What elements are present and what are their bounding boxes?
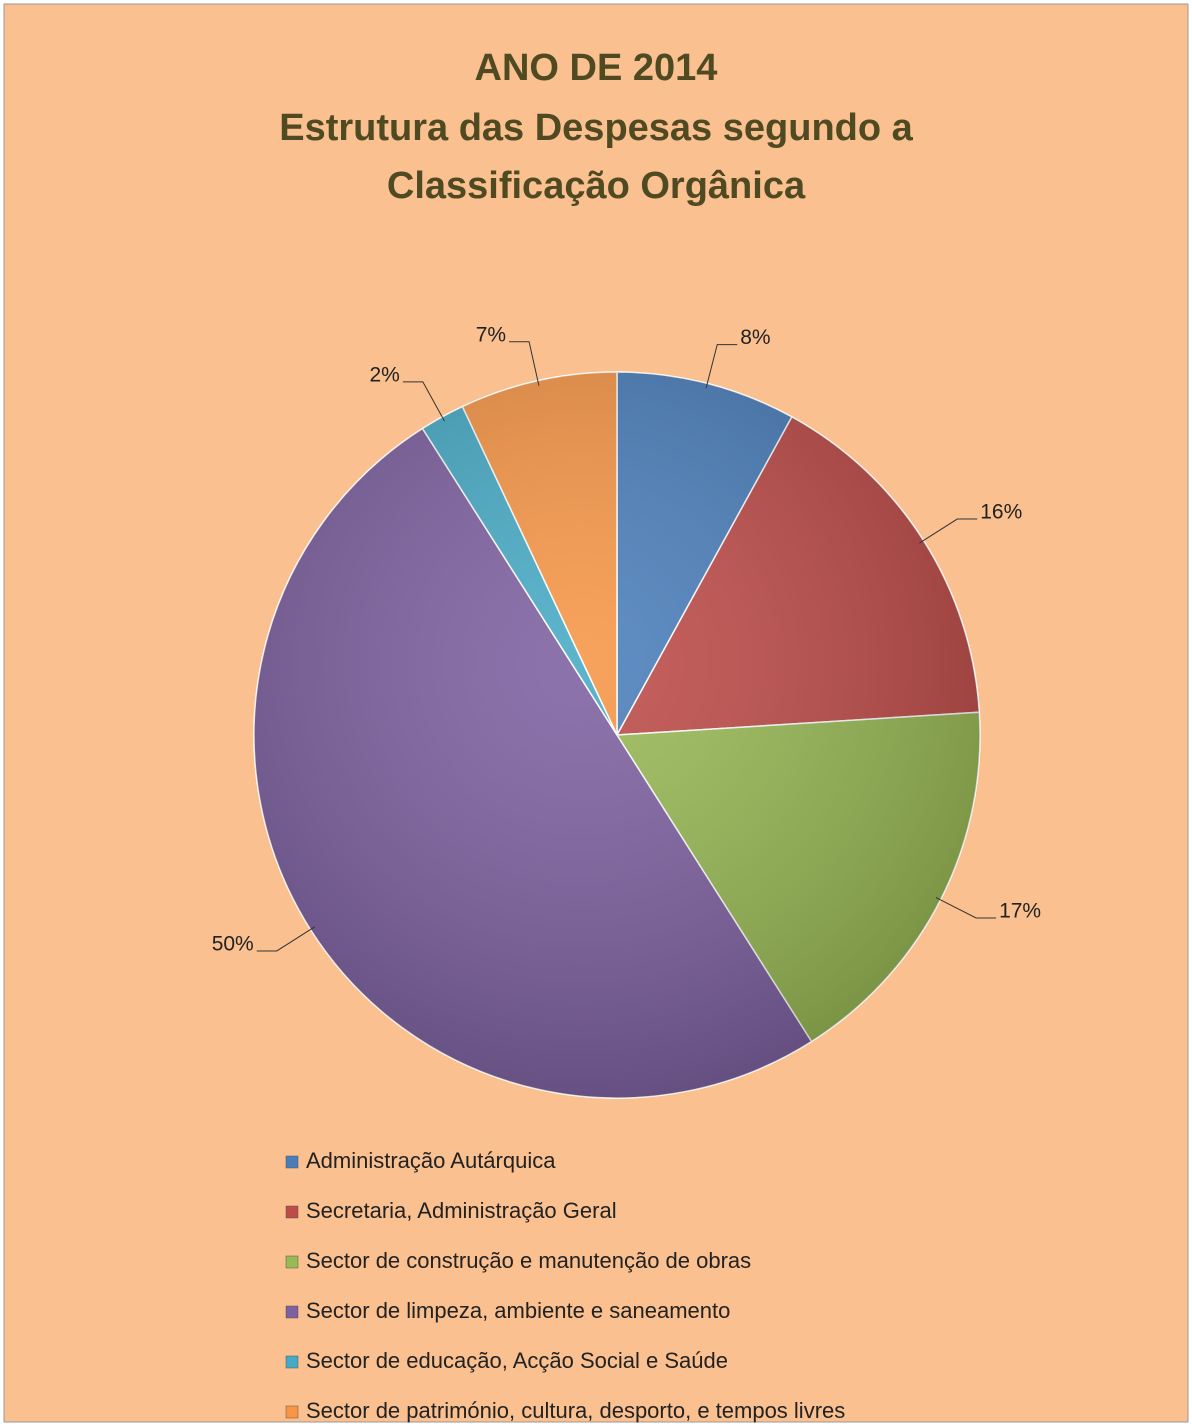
legend-swatch [285,1355,299,1369]
chart-title: ANO DE 2014 [475,47,718,89]
legend-label: Sector de limpeza, ambiente e saneamento [306,1298,730,1323]
data-label: 7% [476,323,506,346]
data-label: 17% [999,900,1041,923]
chart-title: Estrutura das Despesas segundo a [279,107,913,149]
legend-label: Sector de educação, Acção Social e Saúde [306,1348,728,1373]
leader-line [509,341,540,386]
legend-label: Secretaria, Administração Geral [306,1198,617,1223]
chart-title: Classificação Orgânica [387,165,806,207]
legend-swatch [285,1155,299,1169]
legend-label: Sector de construção e manutenção de obr… [306,1248,751,1273]
legend-label: Administração Autárquica [306,1148,556,1173]
legend-swatch [285,1255,299,1269]
data-label: 16% [980,501,1022,524]
legend-label: Sector de património, cultura, desporto,… [306,1398,845,1423]
legend-swatch [285,1305,299,1319]
data-label: 2% [369,363,399,386]
data-label: 50% [212,932,254,955]
data-label: 8% [740,326,770,349]
legend-swatch [285,1205,299,1219]
legend-swatch [285,1405,299,1419]
